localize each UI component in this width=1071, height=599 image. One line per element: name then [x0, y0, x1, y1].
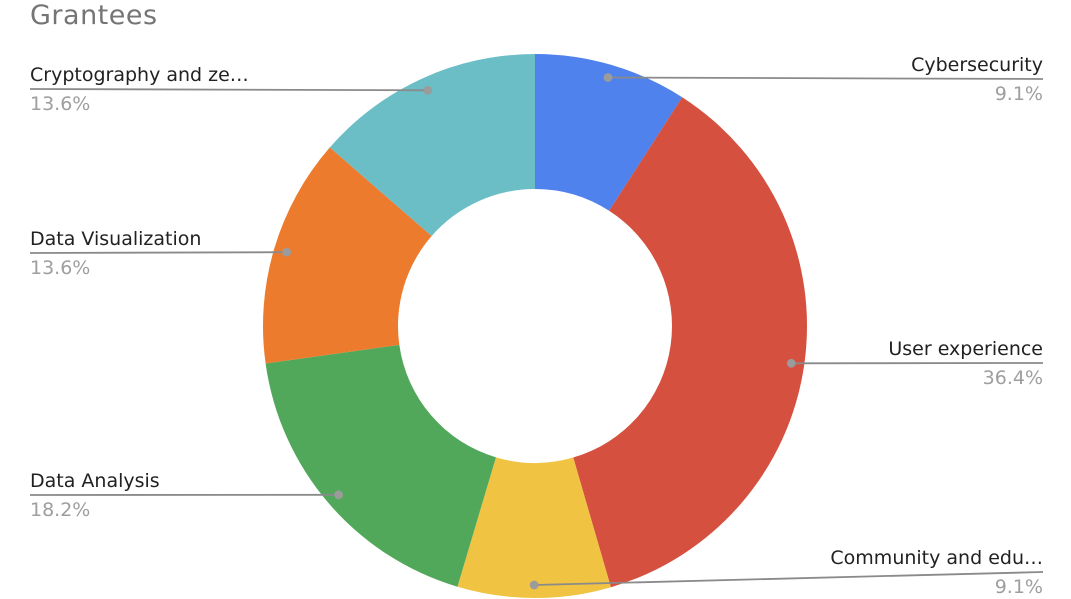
donut-slice-cryptography-and-ze[interactable]	[329, 54, 535, 237]
slice-label-cybersecurity: Cybersecurity	[911, 54, 1043, 76]
slice-percent-community-and-edu: 9.1%	[994, 576, 1043, 598]
slice-percent-data-analysis: 18.2%	[30, 499, 91, 521]
donut-slice-user-experience[interactable]	[573, 97, 808, 588]
leader-line-data-visualization	[29, 251, 287, 254]
leader-dot-community-and-edu	[529, 580, 539, 590]
slice-percent-cryptography-and-ze: 13.6%	[30, 93, 91, 115]
slice-label-cryptography-and-ze: Cryptography and ze…	[30, 64, 249, 86]
donut-slice-data-visualization[interactable]	[262, 147, 432, 364]
slice-label-user-experience: User experience	[888, 338, 1043, 360]
slice-label-data-visualization: Data Visualization	[30, 228, 202, 250]
leader-line-cybersecurity	[607, 76, 1044, 80]
leader-dot-cryptography-and-ze	[423, 85, 433, 95]
leader-dot-data-analysis	[334, 490, 343, 500]
donut-slice-data-analysis[interactable]	[265, 344, 496, 587]
chart-title: Grantees	[30, 0, 158, 31]
leader-dot-user-experience	[786, 358, 796, 368]
donut-slice-cybersecurity[interactable]	[535, 54, 683, 211]
leader-dot-cybersecurity	[603, 73, 613, 82]
leader-dot-data-visualization	[282, 247, 292, 257]
slice-label-data-analysis: Data Analysis	[30, 470, 160, 492]
slice-percent-cybersecurity: 9.1%	[994, 83, 1043, 105]
slice-percent-data-visualization: 13.6%	[30, 257, 91, 279]
leader-line-community-and-edu	[534, 571, 1044, 586]
donut-slice-community-and-edu[interactable]	[457, 457, 611, 599]
leader-line-cryptography-and-ze	[29, 88, 428, 92]
slice-percent-user-experience: 36.4%	[982, 367, 1043, 389]
slice-label-community-and-edu: Community and edu…	[830, 547, 1043, 569]
